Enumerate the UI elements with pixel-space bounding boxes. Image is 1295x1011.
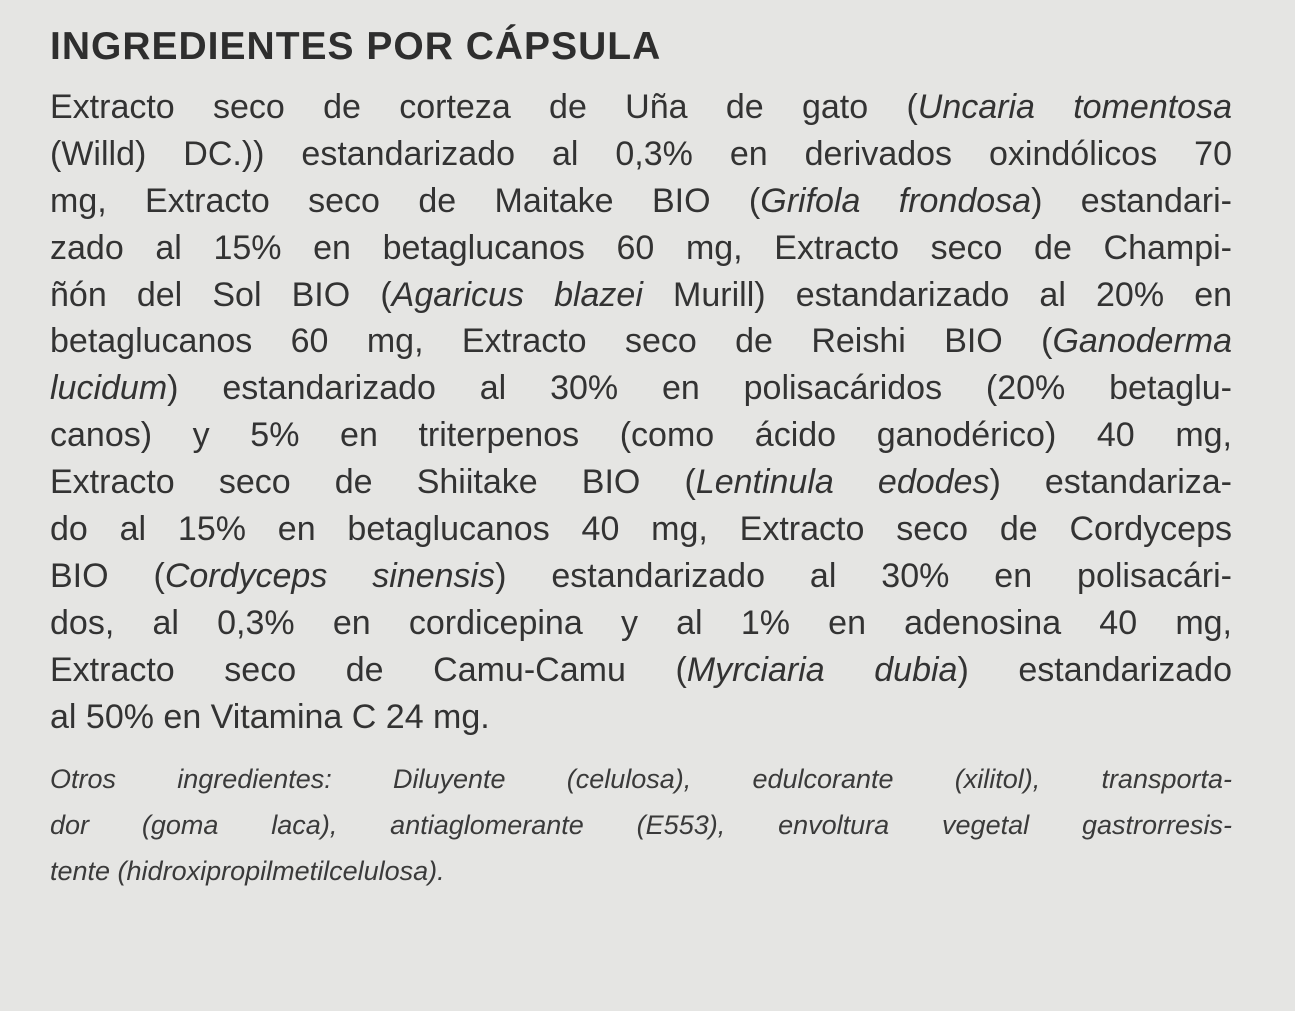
ingredient-text: Extracto seco de Shiitake BIO ( bbox=[50, 463, 696, 502]
species-name: Grifola frondosa bbox=[760, 181, 1032, 220]
ingredient-line: Extracto seco de Shiitake BIO (Lentinula… bbox=[50, 459, 1232, 506]
species-name: Lentinula edodes bbox=[695, 463, 990, 502]
other-ingredients: Otros ingredientes: Diluyente (celulosa)… bbox=[50, 756, 1232, 894]
ingredients-body: Extracto seco de corteza de Uña de gato … bbox=[50, 84, 1232, 740]
ingredients-label: INGREDIENTES POR CÁPSULA Extracto seco d… bbox=[50, 22, 1232, 894]
species-name: Agaricus blazei bbox=[391, 275, 643, 314]
species-name: lucidum bbox=[50, 369, 168, 408]
ingredient-line: zado al 15% en betaglucanos 60 mg, Extra… bbox=[50, 225, 1232, 272]
ingredient-text: zado al 15% en betaglucanos 60 mg, Extra… bbox=[50, 228, 1232, 267]
ingredient-line: lucidum) estandarizado al 30% en polisac… bbox=[50, 365, 1232, 412]
species-name: Myrciaria dubia bbox=[686, 650, 958, 689]
ingredient-line: betaglucanos 60 mg, Extracto seco de Rei… bbox=[50, 318, 1232, 365]
other-ingredients-line: dor (goma laca), antiaglomerante (E553),… bbox=[50, 810, 1232, 841]
ingredient-text: do al 15% en betaglucanos 40 mg, Extract… bbox=[50, 510, 1232, 549]
species-name: Cordyceps sinensis bbox=[164, 556, 496, 595]
page-title: INGREDIENTES POR CÁPSULA bbox=[50, 25, 662, 68]
ingredient-line: do al 15% en betaglucanos 40 mg, Extract… bbox=[50, 506, 1232, 553]
ingredient-text: ñón del Sol BIO ( bbox=[50, 275, 392, 314]
species-name: Uncaria tomentosa bbox=[917, 88, 1233, 126]
ingredient-text: dos, al 0,3% en cordicepina y al 1% en a… bbox=[50, 603, 1232, 642]
ingredient-text: betaglucanos 60 mg, Extracto seco de Rei… bbox=[50, 322, 1053, 361]
ingredient-line: Extracto seco de corteza de Uña de gato … bbox=[50, 84, 1232, 131]
ingredient-line: mg, Extracto seco de Maitake BIO (Grifol… bbox=[50, 178, 1232, 225]
ingredient-text: mg, Extracto seco de Maitake BIO ( bbox=[50, 181, 761, 220]
ingredient-line: BIO (Cordyceps sinensis) estandarizado a… bbox=[50, 553, 1232, 600]
ingredient-text: al 50% en Vitamina C 24 mg. bbox=[50, 697, 490, 736]
ingredient-line: (Willd) DC.)) estandarizado al 0,3% en d… bbox=[50, 131, 1232, 178]
ingredient-line: dos, al 0,3% en cordicepina y al 1% en a… bbox=[50, 600, 1232, 647]
other-ingredients-line: Otros ingredientes: Diluyente (celulosa)… bbox=[50, 764, 1232, 795]
ingredient-text: ) estandarizado al 30% en polisacári- bbox=[495, 556, 1232, 595]
ingredient-text: Extracto seco de Camu-Camu ( bbox=[50, 650, 687, 689]
ingredient-text: BIO ( bbox=[50, 556, 165, 595]
ingredient-text: (Willd) DC.)) estandarizado al 0,3% en d… bbox=[50, 134, 1232, 173]
species-name: Ganoderma bbox=[1052, 322, 1232, 361]
ingredient-text: canos) y 5% en triterpenos (como ácido g… bbox=[50, 416, 1232, 455]
ingredient-line: ñón del Sol BIO (Agaricus blazei Murill)… bbox=[50, 272, 1232, 319]
other-ingredients-line: tente (hidroxipropilmetilcelulosa). bbox=[50, 856, 445, 887]
ingredient-line: al 50% en Vitamina C 24 mg. bbox=[50, 694, 1232, 741]
ingredient-text: ) estandarizado al 30% en polisacáridos … bbox=[167, 369, 1232, 408]
ingredient-text: Murill) estandarizado al 20% en bbox=[642, 275, 1233, 314]
ingredient-line: Extracto seco de Camu-Camu (Myrciaria du… bbox=[50, 647, 1232, 694]
ingredient-text: ) estandariza- bbox=[989, 463, 1232, 502]
ingredient-text: Extracto seco de corteza de Uña de gato … bbox=[50, 88, 918, 126]
ingredient-text: ) estandari- bbox=[1031, 181, 1232, 220]
ingredient-line: canos) y 5% en triterpenos (como ácido g… bbox=[50, 412, 1232, 459]
ingredient-text: ) estandarizado bbox=[957, 650, 1232, 689]
